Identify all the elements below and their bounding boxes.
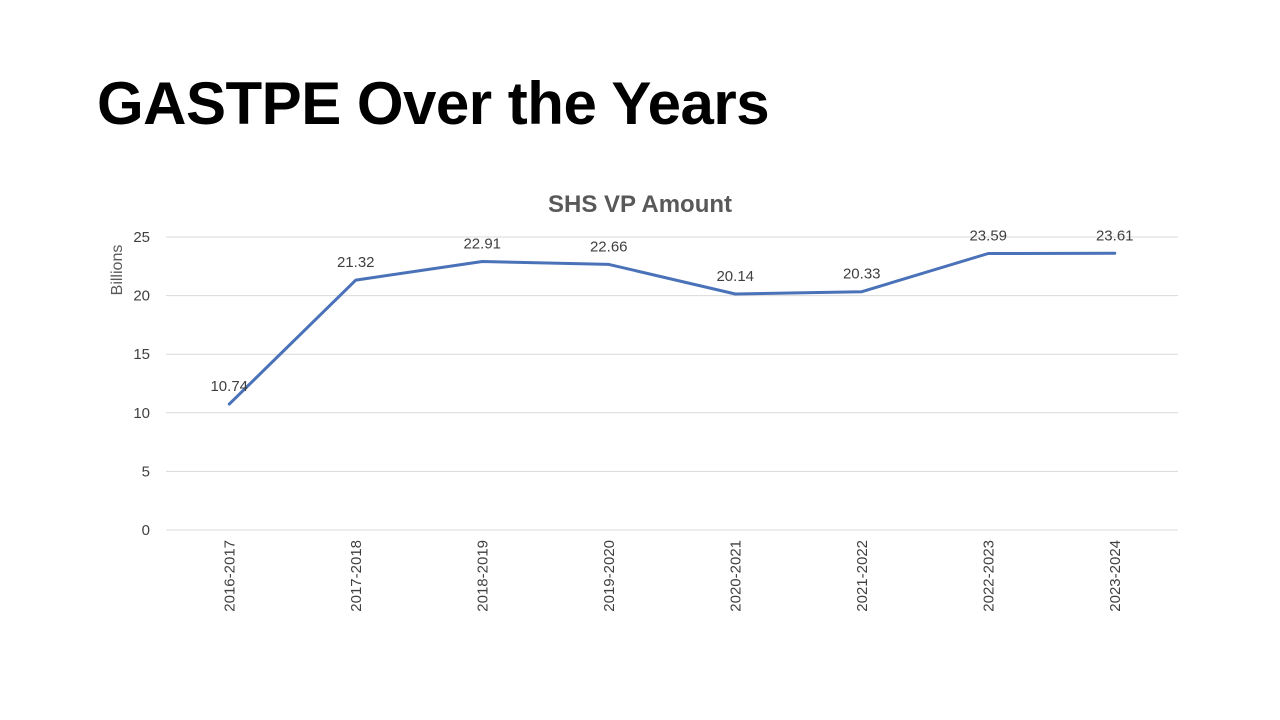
data-label: 20.14	[716, 268, 754, 285]
x-axis-ticks: 2016-2017 2017-2018 2018-2019 2019-2020 2020…	[221, 540, 1124, 612]
x-tick-label: 2022-2023	[980, 540, 997, 612]
x-tick-label: 2020-2021	[727, 540, 744, 612]
y-tick-label: 15	[133, 346, 150, 363]
data-label: 22.66	[590, 238, 628, 255]
y-axis-ticks: 0 5 10 15 20 25	[133, 229, 150, 539]
chart-title: SHS VP Amount	[548, 191, 732, 218]
y-tick-label: 20	[133, 288, 150, 305]
x-tick-label: 2016-2017	[221, 540, 238, 612]
data-label: 20.33	[843, 266, 881, 283]
y-axis-title: Billions	[109, 245, 126, 296]
gridlines	[166, 236, 1178, 531]
y-tick-label: 0	[142, 522, 150, 539]
data-label: 22.91	[463, 235, 501, 252]
y-tick-label: 5	[142, 463, 150, 480]
data-label: 10.74	[210, 378, 248, 395]
x-tick-label: 2018-2019	[474, 540, 491, 612]
x-tick-label: 2017-2018	[348, 540, 365, 612]
x-tick-label: 2023-2024	[1107, 540, 1124, 612]
series	[227, 251, 1117, 406]
data-label: 23.61	[1096, 227, 1134, 244]
x-tick-label: 2019-2020	[601, 540, 618, 612]
series-line	[227, 251, 1117, 406]
data-label: 21.32	[337, 254, 375, 271]
y-tick-label: 25	[133, 229, 150, 246]
slide-title: GASTPE Over the Years	[97, 70, 770, 137]
data-labels: 10.74 21.32 22.91 22.66 20.14 20.33 23.59 23.61	[210, 227, 1133, 395]
data-label: 23.59	[969, 228, 1007, 245]
y-tick-label: 10	[133, 405, 150, 422]
x-tick-label: 2021-2022	[854, 540, 871, 612]
